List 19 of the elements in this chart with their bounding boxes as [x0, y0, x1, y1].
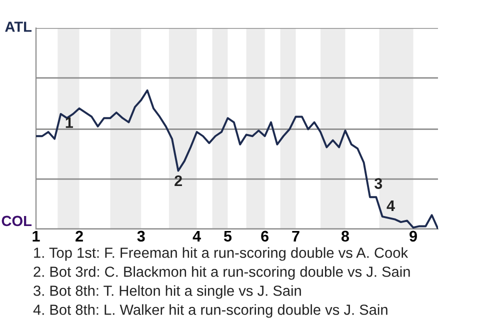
- x-tick-label: 2: [76, 230, 83, 242]
- text: 2. Bot 3rd: C. Blackmon hit a run-scoring double vs J. Sain: [34, 266, 410, 280]
- x-tick-label: 7: [292, 230, 300, 242]
- annotation: 2: [174, 175, 182, 186]
- annotation: 1: [66, 117, 73, 128]
- text: 4. Bot 8th: L. Walker hit a run-scoring double vs J. Sain: [33, 304, 388, 318]
- text: 1. Top 1st: F. Freeman hit a run-scoring double vs A. Cook: [34, 247, 408, 261]
- x-tick-label: 1: [32, 230, 40, 242]
- x-tick-label: 6: [261, 230, 269, 242]
- ref-line-label: ATL: [5, 22, 32, 32]
- x-tick-label: 9: [410, 230, 417, 242]
- ref-line-label: COL: [2, 216, 32, 226]
- annotation: 4: [386, 200, 395, 211]
- x-tick-label: 8: [341, 230, 350, 242]
- x-tick-label: 4: [192, 230, 201, 242]
- annotation: 3: [374, 178, 382, 189]
- text: 3. Bot 8th: T. Helton hit a single vs J. Sain: [34, 285, 301, 299]
- x-tick-label: 3: [137, 230, 145, 242]
- x-tick-label: 5: [224, 230, 232, 242]
